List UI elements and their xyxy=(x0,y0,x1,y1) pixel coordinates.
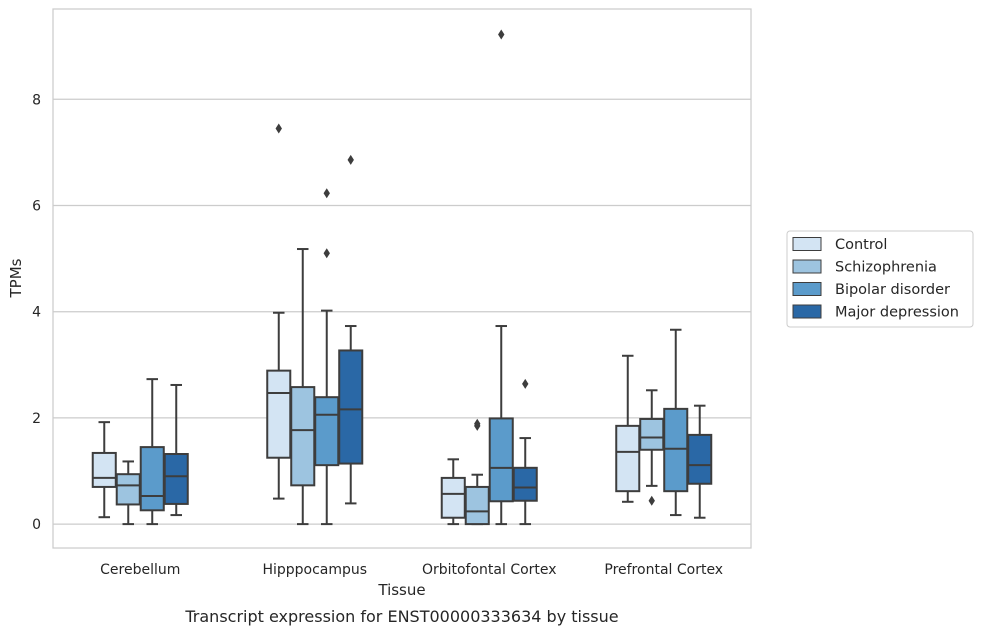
legend-label: Schizophrenia xyxy=(835,260,937,276)
outlier-point xyxy=(522,378,529,389)
box-body xyxy=(488,417,514,503)
box-1-1 xyxy=(290,248,316,526)
box-body xyxy=(464,485,490,526)
box-3-3 xyxy=(687,404,713,519)
box-body xyxy=(615,424,641,493)
outlier-point xyxy=(323,188,330,199)
legend: Control Schizophrenia Bipolar disorder Majo… xyxy=(786,230,974,328)
box-body xyxy=(440,476,466,519)
legend-label: Major depression xyxy=(835,305,959,321)
box-body xyxy=(639,417,665,451)
legend-label: Control xyxy=(835,237,887,253)
y-tick-label: 8 xyxy=(32,92,41,108)
outlier-point xyxy=(323,248,330,259)
box-body xyxy=(139,446,165,512)
plot-frame xyxy=(52,8,752,549)
box-body xyxy=(338,349,364,465)
y-tick-labels: 0 2 4 6 8 xyxy=(32,92,41,533)
box-3-0 xyxy=(615,354,641,503)
box-body xyxy=(687,433,713,485)
box-0-2 xyxy=(139,378,165,526)
chart-caption: Transcript expression for ENST0000033363… xyxy=(184,607,618,626)
box-layer xyxy=(91,29,713,526)
box-0-0 xyxy=(91,421,117,519)
box-3-2 xyxy=(663,328,689,517)
box-body xyxy=(314,396,340,467)
legend-swatch xyxy=(792,237,822,251)
box-2-1 xyxy=(464,418,490,526)
box-0-3 xyxy=(163,383,189,517)
y-axis-label: TPMs xyxy=(7,258,25,298)
outlier-point xyxy=(347,154,354,165)
box-body xyxy=(290,386,316,487)
box-2-0 xyxy=(440,458,466,526)
y-tick-label: 4 xyxy=(32,305,41,321)
box-0-1 xyxy=(115,460,141,526)
box-2-2 xyxy=(488,29,514,526)
box-body xyxy=(91,451,117,488)
y-tick-label: 2 xyxy=(32,411,41,427)
grid-lines xyxy=(53,98,751,525)
legend-swatch xyxy=(792,282,822,296)
outlier-point xyxy=(498,29,505,40)
x-tick-labels: Cerebellum Hipppocampus Orbitofontal Corte… xyxy=(100,562,723,578)
box-body xyxy=(266,369,292,459)
legend-swatch xyxy=(792,259,822,274)
x-axis-label: Tissue xyxy=(377,581,425,599)
outlier-point xyxy=(648,495,655,506)
x-tick-label: Cerebellum xyxy=(100,562,180,578)
box-3-1 xyxy=(639,389,665,506)
box-1-2 xyxy=(314,188,340,526)
x-tick-label: Prefrontal Cortex xyxy=(604,562,723,578)
x-tick-label: Hipppocampus xyxy=(262,562,367,578)
legend-swatch xyxy=(792,304,822,319)
box-1-3 xyxy=(338,154,364,505)
box-body xyxy=(512,466,538,502)
outlier-point xyxy=(275,123,282,134)
box-2-3 xyxy=(512,378,538,526)
legend-frame xyxy=(786,230,974,328)
box-1-0 xyxy=(266,123,292,500)
y-tick-label: 0 xyxy=(32,517,41,533)
x-tick-label: Orbitofontal Cortex xyxy=(422,562,557,578)
legend-label: Bipolar disorder xyxy=(835,282,950,298)
outlier-point xyxy=(474,418,481,429)
box-body xyxy=(115,473,141,506)
box-body xyxy=(663,407,689,493)
box-body xyxy=(163,453,189,505)
y-tick-label: 6 xyxy=(32,198,41,214)
